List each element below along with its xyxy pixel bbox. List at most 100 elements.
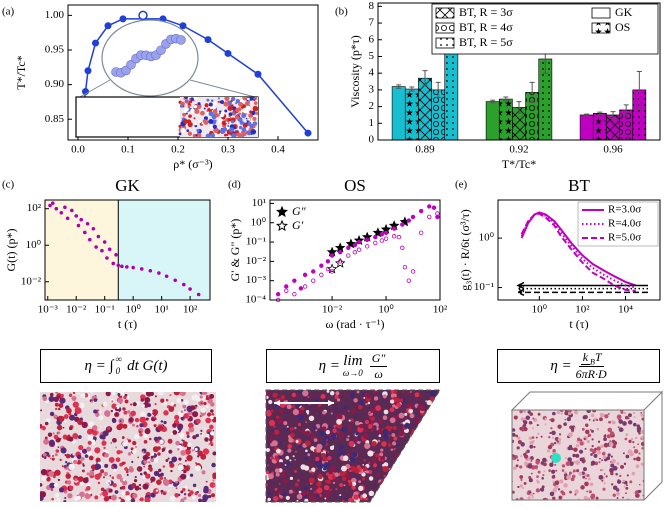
particle <box>532 427 534 430</box>
particle <box>326 472 330 476</box>
particle <box>409 413 415 419</box>
particle <box>401 390 405 395</box>
particle <box>641 462 644 466</box>
particle <box>292 409 299 416</box>
particle <box>531 496 534 499</box>
data-point <box>352 242 358 248</box>
y-tick-label: 7 <box>369 17 375 29</box>
particle <box>627 417 630 420</box>
particle <box>78 402 85 409</box>
particle <box>343 484 346 487</box>
data-point <box>406 218 412 223</box>
particle <box>160 489 164 493</box>
x-tick-label: 10² <box>433 304 448 316</box>
particle <box>368 412 371 415</box>
particle <box>392 477 399 484</box>
particle <box>430 413 436 419</box>
particle <box>49 392 54 397</box>
data-point <box>383 230 389 236</box>
particle <box>267 497 271 502</box>
particle <box>424 464 429 469</box>
particle <box>429 390 437 397</box>
bar-hatch <box>593 113 607 140</box>
particle <box>143 439 148 444</box>
particle <box>543 462 547 467</box>
formula: G″ <box>369 350 388 367</box>
particle <box>153 458 159 464</box>
particle <box>536 475 539 478</box>
particle <box>234 115 239 120</box>
particle <box>371 429 374 432</box>
particle <box>589 448 594 452</box>
particle <box>568 444 573 449</box>
particle <box>72 453 75 456</box>
particle <box>404 412 408 416</box>
particle <box>182 441 189 448</box>
y-tick-label: 0.90 <box>45 78 65 90</box>
data-point <box>410 269 416 274</box>
particle <box>205 433 210 438</box>
particle <box>84 454 89 458</box>
particle <box>552 488 557 493</box>
particle <box>342 448 345 451</box>
particle <box>249 110 253 114</box>
particle <box>186 129 190 132</box>
particle <box>528 436 533 440</box>
particle <box>581 427 585 431</box>
particle <box>584 447 587 450</box>
polymer-bead <box>126 59 136 70</box>
particle <box>436 459 440 464</box>
particle <box>58 403 64 408</box>
particle <box>513 415 518 420</box>
particle <box>292 490 296 494</box>
y-tick-label: 4 <box>369 67 375 79</box>
particle <box>61 465 64 468</box>
particle <box>519 497 524 500</box>
data-point <box>431 205 437 210</box>
particle <box>392 404 396 408</box>
particle <box>209 431 215 436</box>
particle <box>217 97 220 100</box>
particle <box>409 442 413 446</box>
particle <box>43 438 50 445</box>
particle <box>609 440 611 442</box>
data-point <box>319 263 324 268</box>
particle <box>528 421 533 425</box>
particle <box>519 475 524 479</box>
data-point <box>91 226 96 231</box>
particle <box>40 409 43 412</box>
particle <box>537 432 540 435</box>
particle <box>389 407 395 413</box>
particle <box>205 405 209 409</box>
particle <box>73 459 78 464</box>
bar-hatch <box>538 58 552 140</box>
particle <box>95 457 101 463</box>
particle <box>635 456 641 462</box>
particle <box>108 482 110 484</box>
particle <box>40 468 48 476</box>
particle <box>336 413 343 420</box>
particle <box>332 472 335 475</box>
particle <box>351 408 356 414</box>
particle <box>404 422 410 429</box>
particle <box>241 127 247 132</box>
particle <box>158 468 162 473</box>
particle <box>274 468 280 474</box>
particle <box>217 111 220 114</box>
particle <box>597 440 601 443</box>
particle <box>194 447 198 451</box>
particle <box>159 476 164 480</box>
particle <box>193 117 196 120</box>
particle <box>423 497 427 502</box>
data-point <box>379 238 385 243</box>
particle <box>586 497 590 500</box>
particle <box>551 430 556 436</box>
particle <box>209 126 213 130</box>
particle <box>255 114 258 118</box>
particle <box>332 428 337 433</box>
particle <box>44 436 48 440</box>
particle <box>164 477 166 479</box>
error-bar <box>396 84 402 89</box>
particle <box>626 417 628 420</box>
particle <box>266 411 272 417</box>
